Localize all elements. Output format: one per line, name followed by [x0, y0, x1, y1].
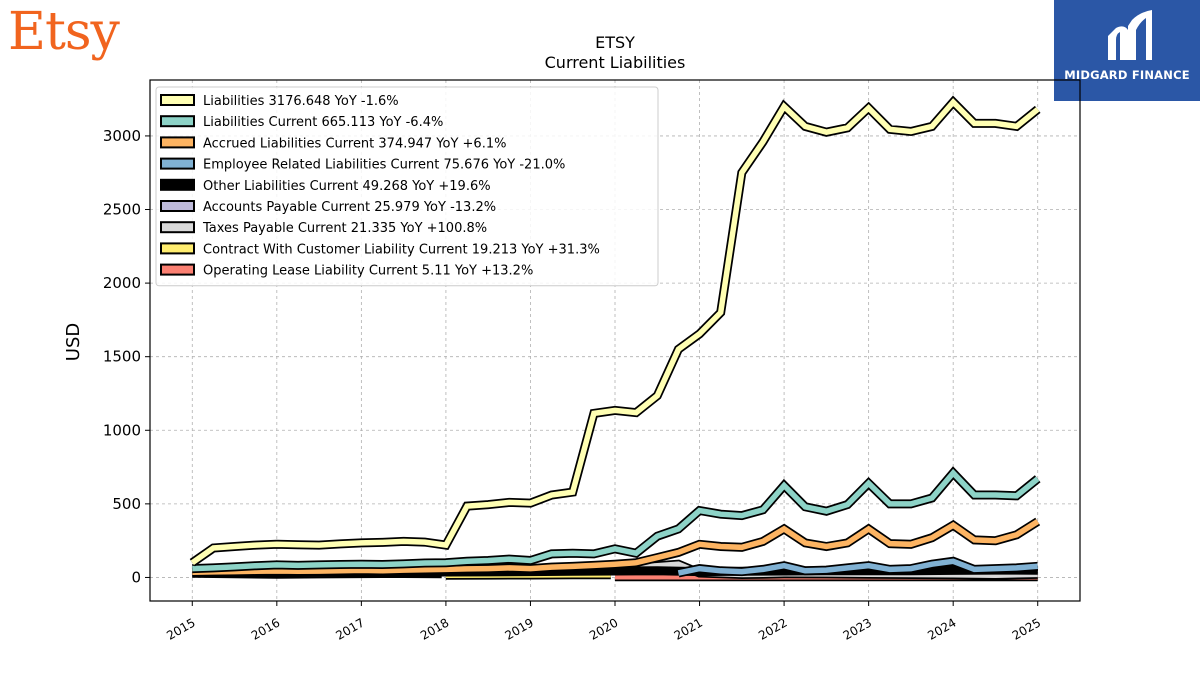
legend-label: Liabilities Current 665.113 YoY -6.4%: [203, 115, 443, 130]
series-line: [190, 98, 1040, 565]
x-tick-label: 2019: [503, 615, 536, 642]
y-tick-label: 1500: [103, 348, 141, 366]
x-tick-label: 2021: [672, 615, 705, 642]
x-tick-label: 2024: [925, 615, 958, 642]
chart-subtitle: Current Liabilities: [545, 53, 686, 72]
x-tick-label: 2025: [1010, 615, 1043, 642]
x-tick-label: 2018: [418, 615, 451, 642]
x-axis: 2015 2016 2017 2018 2019 2020 2021 2022 2023 2024…: [164, 601, 1043, 643]
legend-swatch: [160, 221, 195, 234]
legend-label: Other Liabilities Current 49.268 YoY +19…: [203, 179, 491, 194]
y-tick-label: 0: [131, 568, 141, 586]
y-axis-label: USD: [63, 323, 84, 361]
legend-label: Accounts Payable Current 25.979 YoY -13.…: [203, 200, 496, 215]
series-accrued-liabilities-current: [192, 517, 1041, 577]
midgard-finance-logo: MIDGARD FINANCE: [1054, 0, 1200, 101]
y-tick-label: 500: [112, 495, 141, 513]
midgard-finance-wordmark: MIDGARD FINANCE: [1064, 68, 1190, 82]
y-tick-label: 2000: [103, 274, 141, 292]
legend-swatch: [160, 242, 195, 255]
legend-swatch: [160, 263, 195, 276]
chart-title: ETSY: [595, 33, 635, 52]
legend-label: Operating Lease Liability Current 5.11 Y…: [203, 264, 533, 279]
y-axis: 0 500 1000 1500 2000 2500 3000: [103, 127, 150, 586]
x-tick-label: 2015: [164, 615, 197, 642]
series-liabilities-current: [192, 466, 1041, 574]
etsy-logo: Etsy: [8, 2, 120, 62]
legend-box: [155, 86, 659, 287]
series-line: [192, 519, 1040, 576]
legend-label: Contract With Customer Liability Current…: [203, 242, 600, 257]
legend-swatch: [160, 200, 195, 212]
legend-label: Liabilities 3176.648 YoY -1.6%: [203, 94, 399, 109]
y-tick-label: 1000: [103, 421, 141, 439]
legend-swatch: [160, 94, 195, 106]
x-tick-label: 2017: [333, 615, 366, 642]
series-layer: [189, 95, 1041, 582]
series-employee-related-liabilities-current: [677, 556, 1039, 578]
legend-label: Taxes Payable Current 21.335 YoY +100.8%: [202, 221, 487, 236]
series-line: [192, 468, 1040, 572]
x-tick-label: 2016: [249, 615, 282, 642]
y-tick-label: 2500: [103, 201, 141, 219]
legend-swatch: [160, 178, 195, 191]
series-line: [677, 558, 1038, 576]
legend-swatch: [160, 115, 195, 128]
x-tick-label: 2022: [756, 615, 789, 642]
x-tick-label: 2020: [587, 615, 620, 642]
legend-label: Employee Related Liabilities Current 75.…: [203, 158, 565, 173]
x-tick-label: 2023: [841, 615, 874, 642]
legend-swatch: [160, 157, 195, 170]
legend-label: Accrued Liabilities Current 374.947 YoY …: [203, 136, 506, 151]
y-tick-label: 3000: [103, 127, 141, 145]
legend: Liabilities 3176.648 YoY -1.6% Liabilitie…: [155, 86, 659, 287]
midgard-emblem-icon: [1108, 10, 1152, 60]
legend-swatch: [160, 136, 195, 149]
series-liabilities: [189, 95, 1041, 567]
